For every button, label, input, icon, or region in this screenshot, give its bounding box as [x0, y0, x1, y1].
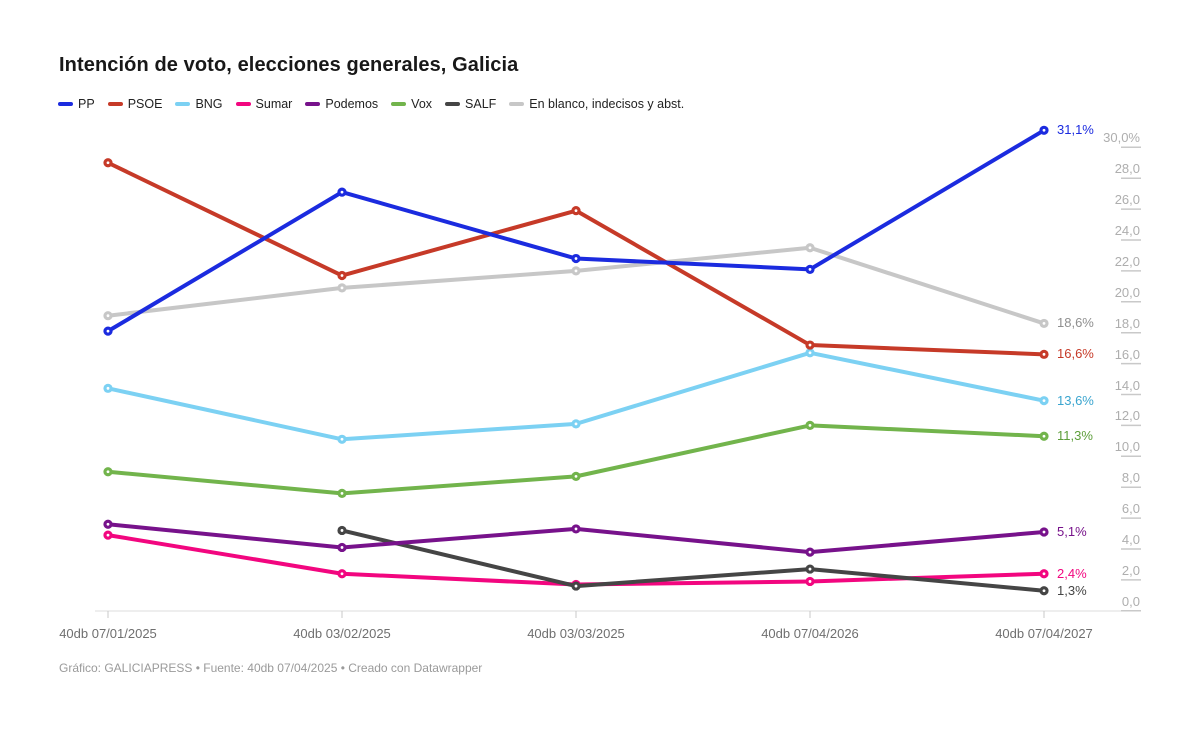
chart-title: Intención de voto, elecciones generales,…: [59, 54, 519, 76]
y-tick-label: 16,0: [1114, 346, 1140, 362]
y-tick-label: 4,0: [1121, 532, 1140, 547]
legend-swatch-icon: [391, 101, 407, 107]
y-tick-label: 2,0: [1121, 562, 1140, 578]
legend-swatch-icon: [58, 101, 73, 107]
y-tick-label: 22,0: [1114, 253, 1140, 269]
legend-item-en-blanco-indecisos-y-abst: En blanco, indecisos y abst.: [509, 97, 684, 111]
legend-label: Sumar: [255, 97, 293, 111]
x-tick-label: 40db 03/03/2025: [527, 626, 625, 641]
legend-label: Podemos: [325, 97, 379, 111]
y-tick-label: 18,0: [1114, 315, 1140, 331]
legend-label: En blanco, indecisos y abst.: [529, 97, 685, 111]
series-end-label-podemos: 5,1%: [1057, 524, 1087, 539]
y-tick-label: 6,0: [1121, 501, 1140, 517]
legend-item-pp: PP: [58, 97, 95, 111]
series-line-podemos: [103, 519, 1049, 557]
legend-label: PP: [78, 97, 95, 111]
y-tick-label: 30,0%: [1103, 130, 1140, 146]
x-tick-label: 40db 07/04/2027: [995, 626, 1093, 641]
y-axis-tick-marks: [1121, 146, 1141, 612]
series-end-label-psoe: 16,6%: [1057, 346, 1094, 362]
legend-label: Vox: [411, 97, 433, 111]
series-end-label-vox: 11,3%: [1057, 428, 1093, 444]
series-line-salf: [337, 525, 1049, 596]
y-tick-label: 14,0: [1114, 377, 1140, 393]
y-tick-label: 24,0: [1114, 223, 1140, 238]
y-tick-label: 26,0: [1114, 192, 1140, 208]
legend-item-vox: Vox: [391, 97, 432, 111]
legend-item-podemos: Podemos: [305, 97, 378, 111]
legend: PP PSOE BNG Sumar Podemos Vox SALF En blanco, i…: [58, 97, 684, 111]
legend-item-salf: SALF: [445, 97, 496, 111]
series-line-vox: [103, 420, 1049, 498]
y-tick-label: 12,0: [1114, 408, 1140, 424]
legend-swatch-icon: [445, 101, 461, 107]
legend-label: SALF: [465, 97, 497, 111]
legend-swatch-icon: [509, 101, 525, 107]
y-tick-label: 10,0: [1114, 439, 1140, 455]
series-line-pp: [103, 125, 1049, 336]
legend-swatch-icon: [107, 101, 123, 107]
legend-swatch-icon: [175, 101, 191, 107]
x-tick-label: 40db 07/04/2026: [761, 626, 859, 641]
legend-label: PSOE: [127, 97, 163, 111]
y-tick-label: 28,0: [1114, 161, 1140, 177]
series-end-label-pp: 31,1%: [1057, 122, 1094, 138]
series-line-bng: [103, 348, 1049, 444]
y-tick-label: 0,0: [1121, 593, 1140, 609]
legend-item-sumar: Sumar: [235, 97, 293, 111]
legend-swatch-icon: [305, 101, 321, 107]
series-end-label-bng: 13,6%: [1057, 392, 1094, 408]
x-axis: [95, 610, 1128, 618]
y-tick-label: 20,0: [1114, 284, 1140, 300]
legend-swatch-icon: [235, 101, 251, 107]
footer-note: Gráfico: GALICIAPRESS • Fuente: 40db 07/…: [59, 661, 483, 675]
series-line-en-blanco-indecisos-y-abst: [103, 243, 1049, 329]
x-tick-label: 40db 07/01/2025: [59, 626, 157, 641]
legend-item-bng: BNG: [175, 97, 223, 111]
series-end-label-en-blanco-indecisos-y-abst: 18,6%: [1057, 315, 1094, 331]
legend-item-psoe: PSOE: [107, 97, 163, 111]
legend-label: BNG: [195, 97, 223, 111]
x-tick-label: 40db 03/02/2025: [293, 626, 391, 641]
y-tick-label: 8,0: [1121, 470, 1140, 486]
series-end-label-sumar: 2,4%: [1057, 565, 1087, 581]
series-end-label-salf: 1,3%: [1057, 582, 1087, 598]
